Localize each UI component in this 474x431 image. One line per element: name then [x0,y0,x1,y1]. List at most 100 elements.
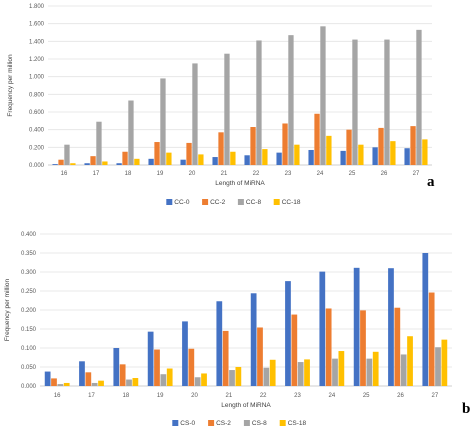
bar-cs-8-21 [229,370,235,386]
y-tick-label: 1.600 [29,22,45,28]
bar-cc-18-16 [70,163,76,165]
bar-cs-0-24 [319,271,326,386]
legend-swatch-cc-8 [237,199,244,205]
bar-cs-8-25 [366,358,373,386]
bar-cs-0-23 [285,281,291,386]
bar-cc-2-24 [314,113,320,165]
x-tick-label: 25 [363,393,370,399]
bar-cc-0-23 [276,152,282,165]
bar-cs-18-17 [98,380,104,386]
bar-cs-2-24 [325,308,332,386]
bar-cc-8-24 [320,26,326,165]
bar-cc-2-21 [218,132,224,165]
panel-letter: a [427,174,435,190]
bar-cs-0-16 [44,371,51,386]
bar-cc-18-23 [294,144,300,165]
y-tick-label: 0.150 [21,327,37,333]
bar-cs-8-22 [263,367,270,386]
bar-cs-2-18 [119,364,126,386]
bar-cc-0-18 [116,163,122,165]
bar-cs-2-17 [85,372,92,386]
x-tick-label: 22 [253,171,260,177]
bar-cs-8-20 [194,377,201,386]
legend-label-cc-0: CC-0 [174,199,190,206]
x-tick-label: 19 [157,393,164,399]
bar-cc-8-16 [64,144,70,165]
legend-label-cc-8: CC-8 [246,199,262,206]
bar-cc-2-23 [282,123,288,165]
bar-cs-8-26 [400,354,407,386]
x-tick-label: 22 [260,393,267,399]
x-tick-label: 19 [157,171,164,177]
legend: CC-0 CC-2 CC-8 CC-18 [166,199,301,206]
x-tick-label: 17 [93,171,100,177]
bar-cc-8-19 [160,78,166,165]
chart-panel-a: 0.000 0.200 0.400 0.600 0.800 1.000 1.200 1.400… [7,4,435,206]
legend-label-cs-2: CS-2 [216,420,231,427]
bar-cs-8-23 [297,362,304,386]
bar-cs-0-17 [79,361,85,386]
x-tick-label: 16 [61,171,68,177]
bar-cc-18-27 [422,139,428,165]
y-axis-title: Frequency per million [4,279,11,342]
bar-cs-8-16 [57,384,64,386]
bar-cs-0-19 [147,331,154,386]
bar-cs-18-20 [201,373,207,386]
y-tick-label: 0.200 [21,308,37,314]
bar-cc-8-27 [416,29,422,165]
bar-cc-0-27 [404,148,410,165]
bar-cs-2-23 [291,314,298,386]
legend-label-cs-0: CS-0 [180,420,195,427]
bar-cc-2-17 [90,156,96,165]
bar-cc-18-26 [390,141,396,165]
bar-cc-8-22 [256,40,262,166]
chart-panel-b: 0.000 0.050 0.100 0.150 0.200 0.250 0.300 0.350… [4,232,470,427]
legend-swatch-cs-2 [208,420,215,426]
legend-label-cs-18: CS-18 [288,420,307,427]
x-tick-label: 23 [285,171,292,177]
bar-cc-8-17 [96,121,102,165]
bar-cs-0-25 [353,267,360,386]
panel-letter: b [462,401,470,417]
bar-cs-18-18 [132,378,139,386]
bar-cc-2-26 [378,127,384,165]
y-tick-label: 0.800 [29,92,45,98]
bar-cc-18-19 [166,152,172,165]
bar-cs-8-18 [126,379,132,386]
bar-cc-18-18 [134,158,140,165]
bar-cc-8-26 [384,39,390,165]
x-axis-title: Length of MiRNA [221,402,271,409]
x-tick-label: 21 [221,171,228,177]
x-tick-label: 21 [225,393,232,399]
bar-cc-0-20 [180,159,186,165]
bar-cs-18-25 [372,351,379,386]
x-tick-label: 27 [431,393,438,399]
y-tick-label: 0.100 [21,346,37,352]
y-tick-label: 1.800 [29,4,45,10]
bar-cs-0-22 [250,293,257,386]
bar-cs-0-27 [422,253,429,386]
bar-cc-8-18 [128,100,134,165]
bar-cc-8-21 [224,53,230,166]
legend-swatch-cs-0 [172,420,179,426]
bar-cc-18-22 [262,149,268,165]
y-tick-label: 1.000 [29,75,45,81]
x-tick-label: 24 [328,393,335,399]
bar-cs-18-16 [63,382,70,386]
legend-swatch-cs-8 [243,420,250,426]
bar-cs-0-21 [216,301,223,386]
y-tick-label: 0.050 [21,365,37,371]
bar-cs-8-17 [91,382,98,386]
bar-cs-2-19 [154,349,160,386]
bar-cc-18-20 [198,154,204,165]
bar-cc-0-24 [308,149,314,165]
x-tick-label: 26 [397,393,404,399]
legend-label-cs-8: CS-8 [252,420,267,427]
bar-cc-0-26 [372,147,378,165]
legend-swatch-cc-18 [273,199,280,205]
bar-cc-8-25 [352,39,358,165]
y-axis-title: Frequency per million [7,54,14,117]
x-tick-label: 18 [125,171,132,177]
bar-cs-2-27 [428,292,435,386]
bar-cs-0-18 [113,348,120,386]
